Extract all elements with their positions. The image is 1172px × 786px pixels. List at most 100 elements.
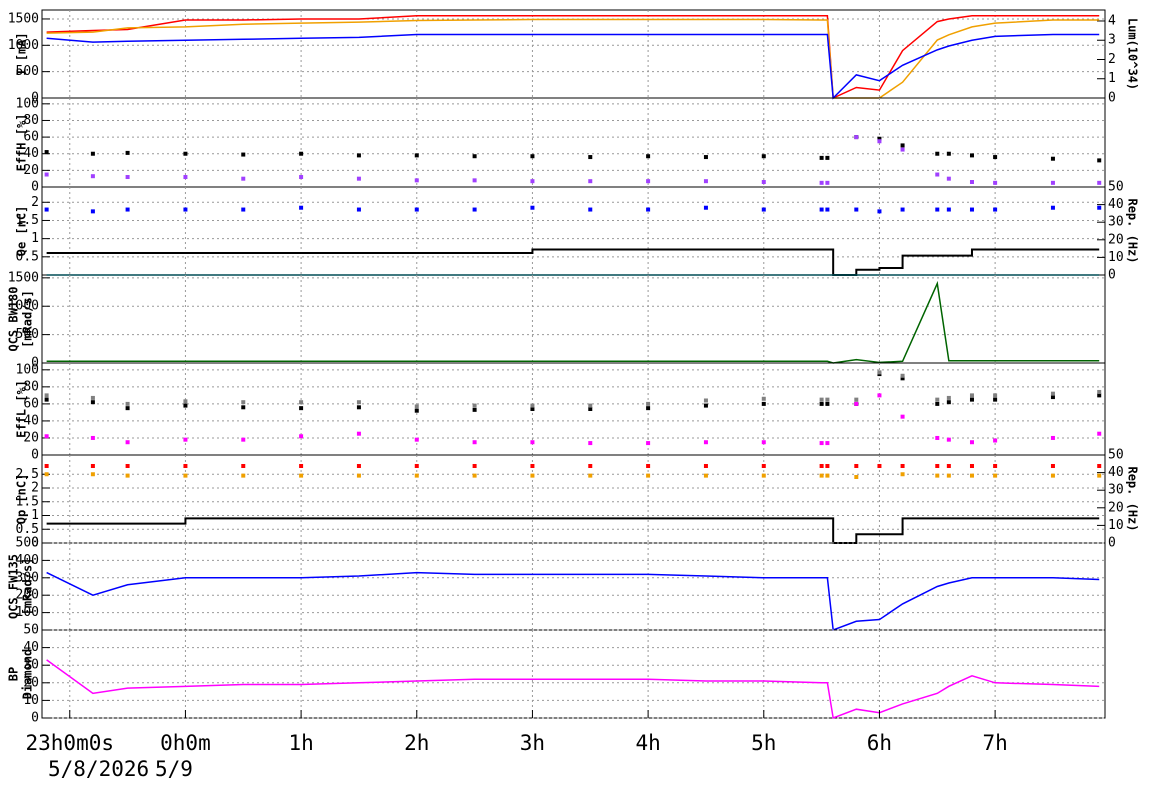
y-tick-label: 1.5 [16,213,39,228]
data-point [125,464,130,468]
data-point [761,440,766,445]
y2-tick-label: 40 [1108,197,1124,212]
data-point [1097,431,1102,436]
y2-tick-label: 40 [1108,465,1124,480]
data-point [1050,395,1055,400]
y2-tick-label: 50 [1108,448,1124,463]
y2-tick-label: 1 [1108,71,1116,86]
y2-tick-label: 0 [1108,268,1116,283]
data-point [1050,391,1055,396]
data-point [646,406,651,411]
panel [41,629,1106,719]
data-point [90,151,95,156]
y-tick-label: 40 [23,413,39,428]
data-point [761,473,766,478]
panel [41,9,1106,99]
y-axis-label: EffL [%] [15,380,29,438]
y2-tick-label: 10 [1108,518,1124,533]
data-point [969,397,974,402]
x-tick-label: 2h [404,731,429,755]
data-point [646,473,651,478]
y-tick-label: 1 [31,231,39,246]
y-tick-label: 2.5 [16,467,39,482]
series-line [46,517,1100,544]
data-point [993,464,998,468]
data-point [241,152,246,157]
data-point [646,179,651,184]
data-point [183,399,188,404]
y2-tick-label: 20 [1108,232,1124,247]
data-point [900,147,905,152]
data-point [299,434,304,439]
data-point [299,406,304,411]
data-point [935,151,940,156]
data-point [900,143,905,148]
data-point [703,440,708,445]
data-point [969,180,974,185]
data-point [530,179,535,184]
data-point [761,396,766,401]
date-label: 5/9 [155,757,193,781]
data-point [472,464,477,468]
data-point [703,473,708,478]
data-point [946,207,951,212]
y2-tick-label: 50 [1108,180,1124,195]
data-point [1097,473,1102,478]
data-point [1097,464,1102,468]
data-point [854,207,859,212]
data-point [588,155,593,160]
y-tick-label: 500 [16,64,39,79]
x-tick-label: 6h [867,731,892,755]
panel [41,542,1106,631]
y-tick-label: 20 [23,430,39,445]
data-point [44,434,49,439]
data-point [530,154,535,159]
data-point [588,207,593,212]
data-point [825,441,830,446]
data-point [530,464,535,468]
data-point [819,441,824,446]
y-tick-label: 50 [23,623,39,638]
y-axis-label: Diamond [21,649,35,700]
data-point [472,407,477,412]
y2-tick-label: 0 [1108,91,1116,106]
data-point [472,440,477,445]
panel [41,186,1106,276]
data-point [44,172,49,177]
data-point [761,401,766,406]
data-point [646,401,651,406]
data-point [44,397,49,402]
data-point [241,207,246,212]
data-point [414,404,419,409]
data-point [900,373,905,378]
y-tick-label: 100 [16,605,39,620]
series-line [46,280,1100,364]
data-point [825,401,830,406]
data-point [472,207,477,212]
data-point [241,473,246,478]
data-point [356,473,361,478]
data-point [935,207,940,212]
data-point [588,407,593,411]
y-tick-label: 60 [23,396,39,411]
date-label: 5/8/2026 [48,757,149,781]
data-point [993,393,998,398]
y-tick-label: 40 [23,146,39,161]
data-point [44,150,49,155]
y-tick-label: 60 [23,130,39,145]
data-point [646,207,651,212]
data-point [414,408,419,413]
data-point [969,207,974,212]
data-point [946,437,951,442]
y-tick-label: 0.5 [16,522,39,537]
data-point [299,175,304,180]
data-point [356,153,361,158]
y-axis-label: [mRad/s] [21,558,35,616]
data-point [854,475,859,479]
data-point [90,400,95,405]
data-point [877,139,882,144]
data-point [299,205,304,210]
data-point [1097,158,1102,163]
series-line [46,659,1100,720]
